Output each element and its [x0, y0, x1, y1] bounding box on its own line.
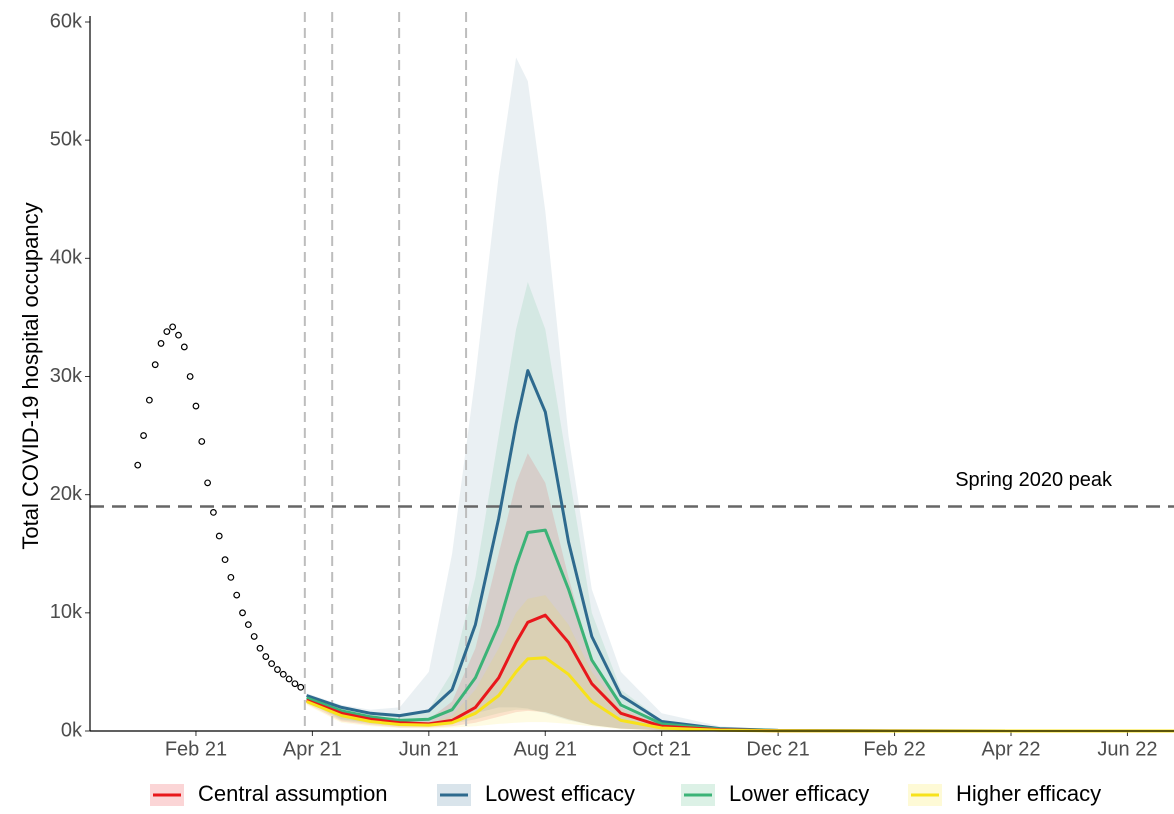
observed-point: [204, 479, 211, 487]
observed-point: [244, 621, 252, 629]
observed-point: [157, 340, 165, 347]
y-tick-label: 10k: [50, 601, 83, 623]
observed-point: [256, 644, 264, 652]
y-axis-label: Total COVID-19 hospital occupancy: [18, 202, 43, 549]
x-tick-label: Oct 21: [632, 738, 691, 760]
y-tick-label: 40k: [50, 247, 83, 269]
observed-point: [215, 532, 223, 540]
y-tick-label: 30k: [50, 365, 83, 387]
x-tick-label: Feb 22: [863, 738, 925, 760]
y-tick-label: 20k: [50, 483, 83, 505]
x-tick-label: Feb 21: [165, 738, 227, 760]
x-tick-label: Jun 22: [1097, 738, 1157, 760]
y-tick-label: 60k: [50, 10, 83, 32]
observed-point: [285, 675, 293, 683]
observed-point: [210, 508, 217, 516]
observed-point: [274, 666, 281, 673]
observed-point: [291, 680, 299, 688]
observed-point: [180, 343, 188, 351]
observed-point: [239, 609, 246, 617]
observed-point: [268, 660, 276, 668]
y-tick-label: 0k: [61, 719, 83, 741]
observed-point: [198, 438, 206, 445]
legend-label: Higher efficacy: [956, 781, 1101, 806]
legend-label: Lowest efficacy: [485, 781, 635, 806]
observed-point: [151, 361, 159, 369]
observed-point: [262, 653, 270, 660]
x-tick-label: Apr 22: [982, 738, 1041, 760]
observed-point: [250, 633, 258, 640]
observed-point: [175, 331, 182, 339]
x-tick-label: Apr 21: [283, 738, 342, 760]
y-tick-label: 50k: [50, 128, 83, 150]
x-tick-label: Aug 21: [514, 738, 577, 760]
observed-point: [227, 573, 235, 581]
observed-point: [169, 323, 177, 331]
observed-point: [140, 432, 147, 439]
observed-point: [192, 402, 200, 410]
observed-point: [297, 683, 305, 691]
observed-point: [163, 328, 171, 335]
x-tick-label: Jun 21: [399, 738, 459, 760]
observed-point: [233, 591, 241, 599]
observed-point: [145, 396, 153, 404]
observed-point: [186, 373, 194, 380]
x-tick-label: Dec 21: [746, 738, 809, 760]
legend-label: Lower efficacy: [729, 781, 869, 806]
series-line: [306, 656, 1174, 733]
confidence-band: [306, 57, 1174, 731]
observed-point: [279, 670, 287, 678]
reference-label: Spring 2020 peak: [955, 469, 1113, 491]
observed-point: [134, 461, 142, 469]
legend-label: Central assumption: [198, 781, 388, 806]
observed-point: [221, 556, 229, 564]
